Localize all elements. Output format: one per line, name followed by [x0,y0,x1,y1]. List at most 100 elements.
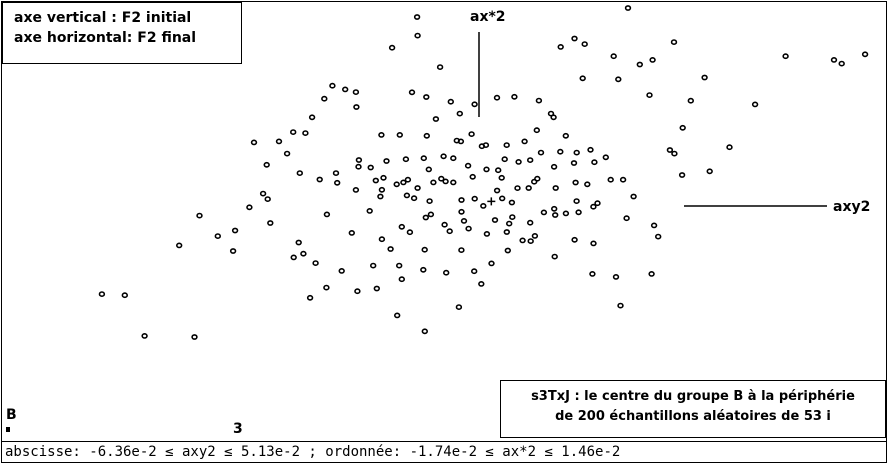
data-point [570,160,578,166]
data-point [383,158,390,164]
data-point [509,214,516,220]
data-point [589,270,596,277]
data-point [488,260,495,267]
data-point [263,161,270,168]
data-point [503,142,510,148]
data-point [571,236,578,243]
data-point [458,208,465,215]
data-point [323,284,330,291]
data-point [573,149,580,156]
data-point [557,44,564,50]
data-point [630,193,637,200]
data-point [521,138,528,145]
data-point [398,276,405,283]
data-point [499,195,506,202]
data-point [176,242,183,249]
data-point [478,280,485,287]
data-point [537,149,545,156]
data-point [480,202,487,209]
data-point [861,51,869,58]
data-point [687,97,694,104]
data-point [493,187,501,194]
data-point [504,247,511,254]
data-point [701,74,708,81]
data-point [432,116,440,122]
data-point [456,110,463,117]
data-point [354,288,361,295]
data-point [275,138,283,145]
data-point [458,247,465,253]
data-point [352,186,360,193]
data-point [267,220,274,226]
data-point [441,221,448,228]
data-point [422,214,429,221]
data-point [352,89,360,95]
data-point [506,220,513,227]
data-point [617,302,624,309]
data-point [464,162,472,169]
data-point [547,110,555,117]
data-point [830,57,838,63]
data-point [602,154,609,161]
data-point [531,232,539,239]
data-point [295,239,302,246]
data-point [468,131,475,137]
data-point [650,222,658,229]
data-point [450,179,457,186]
data-point [367,164,374,171]
data-point [283,150,291,157]
data-point [646,92,653,98]
data-point [590,203,597,210]
center-cross-marker [487,197,496,206]
caption-line-1: s3TxJ : le centre du groupe B à la périp… [531,389,855,404]
data-point [373,285,380,292]
data-point [607,176,614,183]
data-point [306,294,314,301]
data-point [573,198,580,204]
data-point [447,98,454,105]
data-point [455,304,463,310]
data-point [493,94,501,101]
data-point [214,233,222,239]
data-point [571,35,578,42]
data-point [378,131,385,138]
data-point [671,150,678,157]
data-point [393,181,400,188]
data-point [442,178,449,185]
data-point [332,170,340,176]
data-point [196,212,203,219]
scatter-points [98,5,869,340]
data-point [421,246,428,253]
data-point [438,175,445,182]
data-point [679,124,686,131]
data-point [471,268,478,275]
data-point [540,209,548,216]
data-point [458,197,465,203]
data-point [250,139,258,146]
data-point [623,215,630,222]
caption-box: s3TxJ : le centre du groupe B à la périp… [500,380,886,438]
data-point [584,181,591,188]
data-point [501,156,508,163]
data-point [471,195,478,202]
data-point [648,270,655,277]
data-point [726,144,733,151]
data-point [231,227,239,234]
data-point [321,95,328,102]
data-point [436,64,444,70]
data-point [591,159,598,166]
data-point [290,254,297,261]
data-point [404,176,412,183]
data-point [403,192,411,199]
data-point [398,223,405,230]
data-point [378,236,386,243]
data-point [581,41,588,47]
legend-horizontal-axis: axe horizontal: F2 final [14,30,197,46]
data-point [420,155,427,162]
data-point [649,57,656,63]
data-point [406,229,414,236]
data-point [423,94,430,100]
data-point [782,53,789,60]
